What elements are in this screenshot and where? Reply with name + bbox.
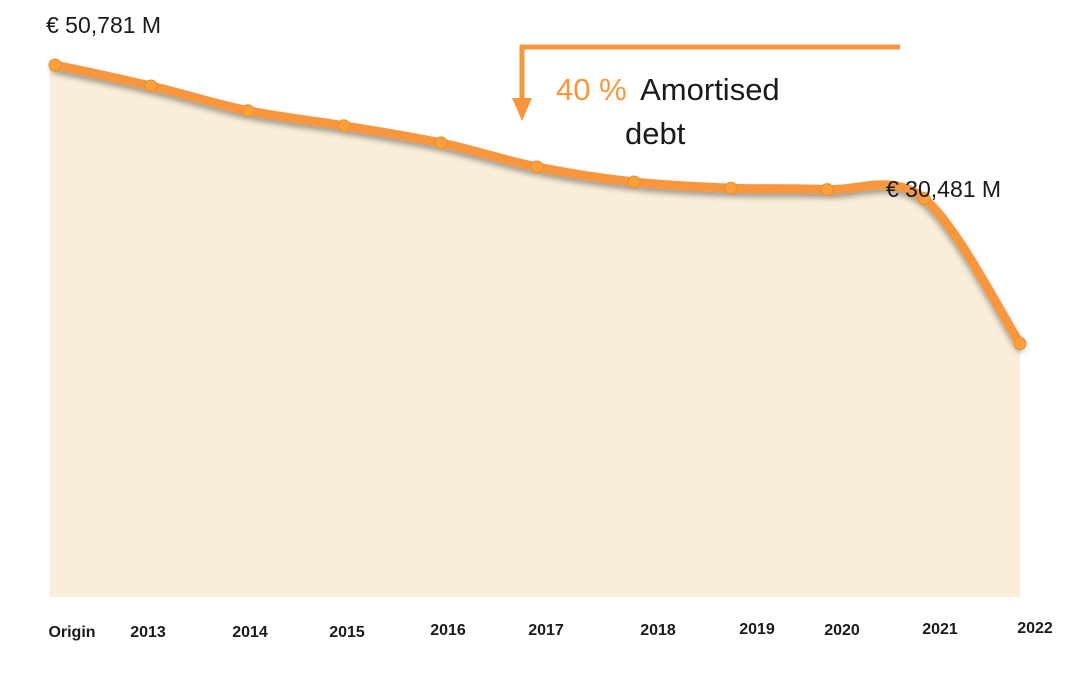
x-tick-label-2020: 2020	[824, 622, 860, 639]
x-tick-label-2013: 2013	[130, 624, 166, 641]
x-tick-label-2021: 2021	[922, 621, 958, 638]
area-fill	[50, 65, 1020, 597]
data-point-Origin	[48, 58, 62, 72]
data-point-2021	[917, 191, 931, 205]
amortised-annotation: 40 % Amortised debt	[512, 44, 900, 151]
data-point-2019	[724, 181, 738, 195]
x-tick-label-2022: 2022	[1017, 620, 1053, 637]
data-point-2020	[820, 183, 834, 197]
annotation-text-line1: Amortised	[640, 72, 780, 107]
x-tick-label-2016: 2016	[430, 622, 466, 639]
data-point-2013	[144, 79, 158, 93]
x-tick-label-2015: 2015	[329, 624, 365, 641]
annotation-text-line2: debt	[625, 116, 686, 151]
svg-text:40 % Amortised: 40 % Amortised	[556, 72, 780, 107]
end-value-label: € 30,481 M	[886, 176, 1001, 202]
data-point-markers	[48, 58, 1027, 350]
x-axis-tick-labels: Origin 2013 2014 2015 2016 2017 2018 2019 2020 20…	[48, 620, 1052, 641]
start-value-label: € 50,781 M	[46, 12, 161, 38]
data-point-2017	[530, 160, 544, 174]
data-point-2018	[627, 175, 641, 189]
annotation-arrowhead	[512, 98, 532, 121]
data-point-2015	[337, 119, 351, 133]
x-tick-label-2017: 2017	[528, 622, 564, 639]
data-point-2014	[241, 104, 255, 118]
annotation-arrow-bracket	[519, 44, 900, 100]
x-tick-label-2019: 2019	[739, 621, 775, 638]
annotation-percent: 40 %	[556, 72, 627, 107]
series-line	[50, 60, 1025, 348]
data-point-2022	[1013, 336, 1027, 350]
data-point-2016	[434, 136, 448, 150]
x-tick-label-2018: 2018	[640, 622, 676, 639]
x-tick-label-2014: 2014	[232, 624, 268, 641]
x-tick-label-Origin: Origin	[48, 624, 95, 641]
